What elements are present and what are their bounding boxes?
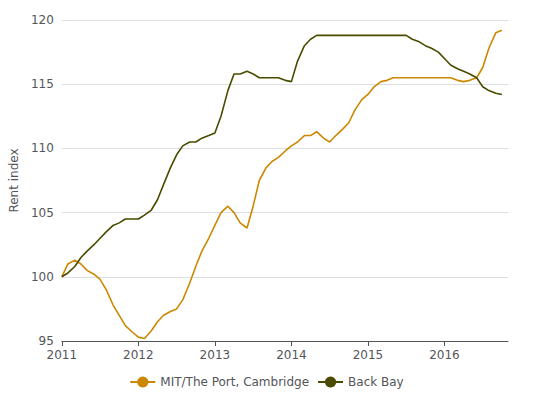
svg-text:110: 110 bbox=[31, 141, 54, 155]
svg-text:120: 120 bbox=[31, 13, 54, 27]
svg-text:2016: 2016 bbox=[429, 348, 460, 362]
svg-text:95: 95 bbox=[39, 334, 54, 348]
svg-text:2012: 2012 bbox=[123, 348, 154, 362]
svg-text:MIT/The Port, Cambridge: MIT/The Port, Cambridge bbox=[160, 375, 309, 389]
svg-text:2011: 2011 bbox=[47, 348, 78, 362]
svg-text:Rent index: Rent index bbox=[7, 148, 21, 212]
svg-text:100: 100 bbox=[31, 270, 54, 284]
svg-text:Back Bay: Back Bay bbox=[348, 375, 404, 389]
svg-text:2015: 2015 bbox=[353, 348, 384, 362]
svg-text:2014: 2014 bbox=[276, 348, 307, 362]
svg-text:2013: 2013 bbox=[200, 348, 231, 362]
svg-text:105: 105 bbox=[31, 206, 54, 220]
svg-text:115: 115 bbox=[31, 77, 54, 91]
